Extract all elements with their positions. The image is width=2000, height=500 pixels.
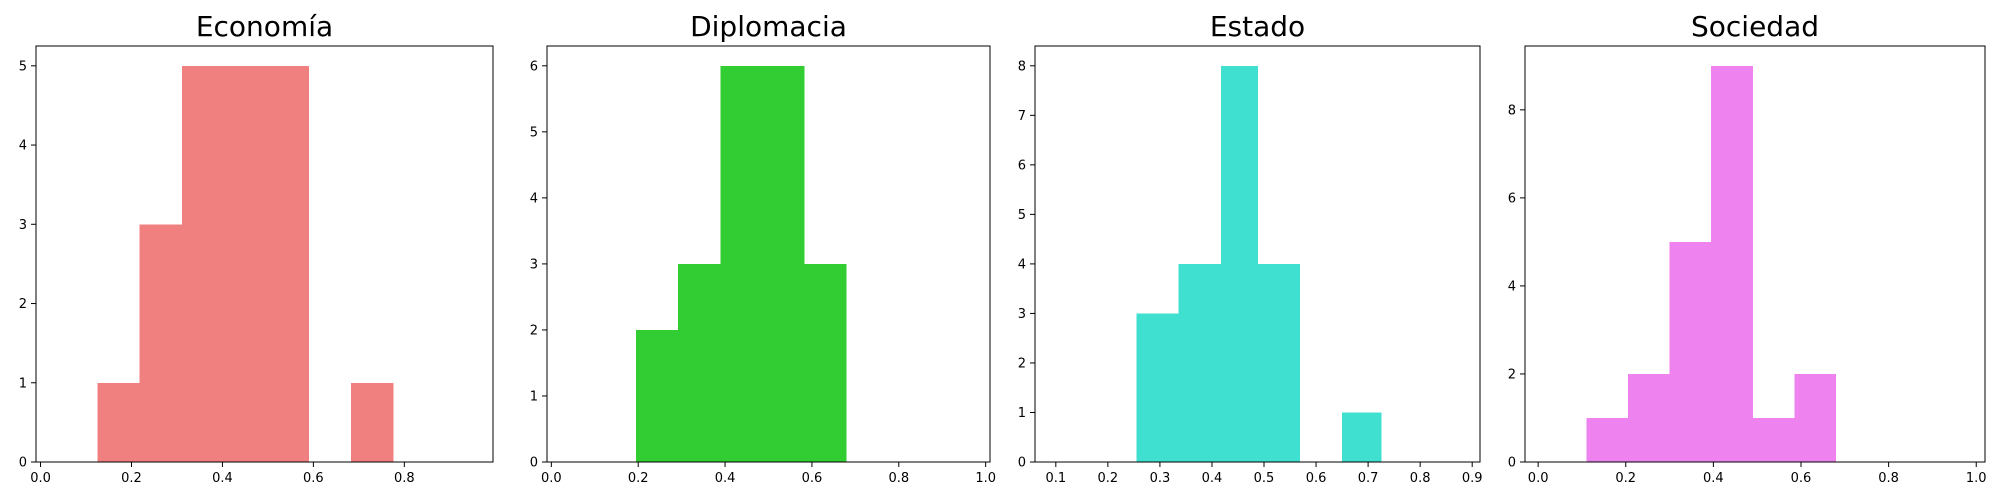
x-tick-label: 0.4 (1202, 471, 1223, 486)
panel-title: Estado (1210, 10, 1305, 43)
y-tick-label: 5 (19, 59, 27, 74)
histogram-bar (1586, 417, 1628, 462)
histogram-bar (636, 329, 679, 462)
x-tick-label: 1.0 (1966, 471, 1987, 486)
y-tick-label: 5 (1018, 208, 1026, 223)
y-tick-label: 8 (1508, 103, 1516, 118)
y-tick-label: 1 (1018, 406, 1026, 421)
panel-economia: Economía 0.0 0.2 0.4 0.6 0.8 0 1 2 3 4 5 (19, 10, 494, 486)
histogram-bar (1752, 417, 1795, 462)
y-tick-label: 6 (1018, 158, 1026, 173)
x-tick-label: 0.8 (1410, 471, 1431, 486)
histogram-bar (678, 263, 721, 462)
y-tick-label: 0 (530, 456, 538, 471)
x-tick-label: 0.4 (715, 471, 736, 486)
x-tick-label: 0.6 (1306, 471, 1327, 486)
histogram-bar (1342, 412, 1382, 462)
x-tick-label: 0.2 (1098, 471, 1119, 486)
x-tick-label: 0.1 (1045, 471, 1066, 486)
x-tick-label: 0.2 (1615, 471, 1636, 486)
histogram-bar (1627, 373, 1670, 462)
histogram-bar (266, 65, 309, 463)
y-tick-label: 3 (530, 257, 538, 272)
y-tick-label: 2 (530, 323, 538, 338)
x-tick-label: 0.2 (121, 471, 142, 486)
panel-title: Diplomacia (690, 10, 847, 43)
histogram-bar (1220, 65, 1258, 463)
histogram-bar (720, 65, 763, 463)
y-tick-label: 0 (1018, 456, 1026, 471)
histogram-bar (97, 382, 140, 462)
histogram-bar (804, 263, 847, 462)
x-tick-label: 0.6 (802, 471, 823, 486)
axes-frame (1034, 45, 1481, 463)
y-tick-label: 1 (530, 389, 538, 404)
panel-title: Economía (196, 10, 333, 43)
y-tick-label: 6 (1508, 191, 1516, 206)
panel-diplomacia: Diplomacia 0.0 0.2 0.4 0.6 0.8 1.0 0 1 2 3 4 5 6 (530, 10, 996, 486)
y-tick-label: 8 (1018, 59, 1026, 74)
histogram-bar (1178, 263, 1221, 462)
x-tick-label: 0.6 (303, 471, 324, 486)
histogram-bar (1257, 263, 1300, 462)
y-tick-label: 4 (530, 191, 538, 206)
y-tick-label: 2 (1018, 356, 1026, 371)
y-tick-label: 5 (530, 125, 538, 140)
y-tick-label: 3 (1018, 307, 1026, 322)
x-tick-label: 0.8 (1878, 471, 1899, 486)
x-tick-label: 0.5 (1254, 471, 1275, 486)
y-tick-label: 4 (1018, 257, 1026, 272)
y-tick-label: 0 (1508, 456, 1516, 471)
x-tick-label: 0.9 (1462, 471, 1483, 486)
y-tick-label: 1 (19, 376, 27, 391)
histogram-bar (1669, 241, 1712, 462)
x-tick-label: 0.8 (888, 471, 909, 486)
x-tick-label: 0.2 (628, 471, 649, 486)
y-tick-label: 4 (19, 139, 27, 154)
y-tick-label: 4 (1508, 279, 1516, 294)
y-tick-label: 2 (1508, 367, 1516, 382)
histogram-bar (762, 65, 805, 463)
panel-estado: Estado 0.1 0.2 0.3 0.4 0.5 0.6 0.7 0.8 0.9 0 1 2 3 4 5… (1018, 10, 1483, 486)
y-tick-label: 7 (1018, 109, 1026, 124)
histogram-bar (224, 65, 267, 463)
x-tick-label: 0.6 (1791, 471, 1812, 486)
axes-frame (546, 45, 991, 463)
axes-frame (1524, 45, 1986, 463)
x-tick-label: 0.3 (1150, 471, 1171, 486)
panel-title: Sociedad (1691, 10, 1819, 43)
histogram-bar (139, 224, 182, 462)
x-tick-label: 0.0 (30, 471, 51, 486)
x-tick-label: 0.4 (1703, 471, 1724, 486)
y-tick-label: 3 (19, 218, 27, 233)
y-tick-label: 6 (530, 59, 538, 74)
y-tick-label: 2 (19, 297, 27, 312)
x-tick-label: 0.8 (394, 471, 415, 486)
panel-sociedad: Sociedad 0.0 0.2 0.4 0.6 0.8 1.0 0 2 4 6 8 (1508, 10, 1987, 486)
y-tick-label: 0 (19, 456, 27, 471)
x-tick-label: 0.4 (212, 471, 233, 486)
x-tick-label: 0.0 (541, 471, 562, 486)
x-tick-label: 0.0 (1528, 471, 1549, 486)
histogram-bar (181, 65, 225, 463)
histogram-bar (1794, 373, 1837, 462)
histogram-bar (351, 382, 394, 462)
axes-frame (35, 45, 494, 463)
x-tick-label: 0.7 (1358, 471, 1379, 486)
x-tick-label: 1.0 (975, 471, 996, 486)
histogram-bar (1711, 65, 1753, 463)
histogram-bar (1136, 313, 1179, 462)
